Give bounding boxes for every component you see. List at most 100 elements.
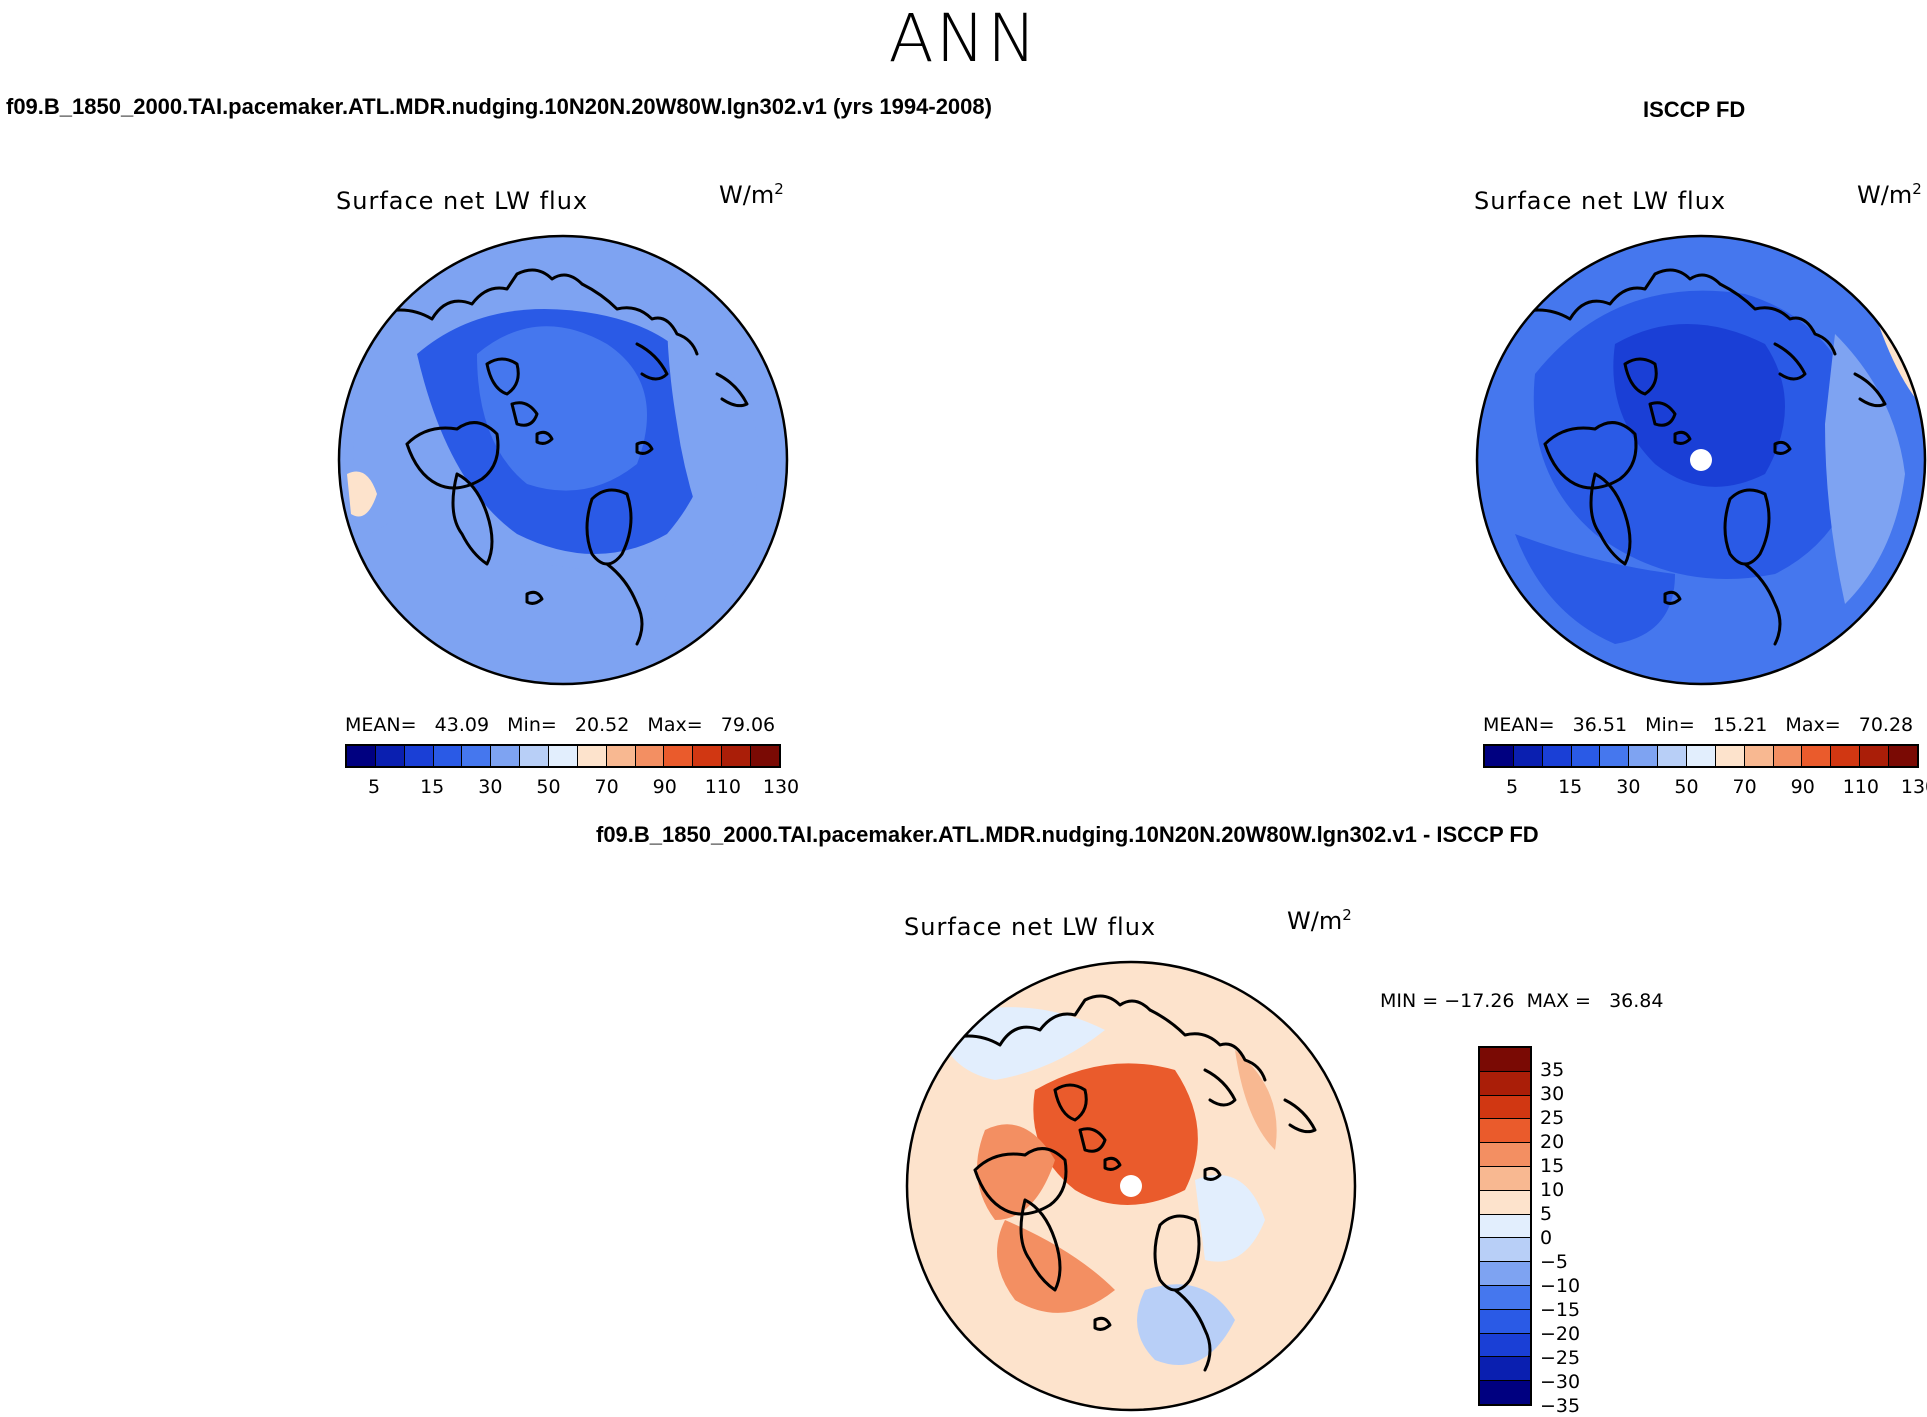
colorbar-swatch: [1571, 746, 1601, 766]
coastline: [585, 488, 633, 566]
colorbar-swatch: [693, 746, 723, 766]
map-contour-region: [997, 1220, 1115, 1313]
coastline: [1173, 1288, 1212, 1372]
map-contour-region: [935, 1007, 1105, 1080]
colorbar-swatch: [1480, 1238, 1530, 1263]
map-contour-region: [487, 564, 667, 664]
diff-variable-title: Surface net LW flux: [904, 913, 1157, 941]
colorbar-swatch: [1480, 1333, 1530, 1358]
coastline: [1773, 342, 1807, 381]
coastline: [1203, 1166, 1222, 1181]
map-contour-region: [667, 314, 759, 564]
map-field: [907, 962, 1355, 1410]
colorbar-swatch: [1480, 1048, 1530, 1072]
map-boundary: [337, 234, 789, 686]
colorbar-swatch: [433, 746, 463, 766]
diff-colorbar-ticks: 35 30 25 20 15 10 5 0 −5 −10 −15 −20 −25 −30 −35: [1540, 1046, 1600, 1417]
model-variable-title: Surface net LW flux: [336, 187, 589, 215]
colorbar-tick-label: 30: [1616, 776, 1641, 798]
map-contour-region: [1235, 1050, 1277, 1150]
coastline: [1663, 590, 1682, 605]
colorbar-swatch: [1744, 746, 1774, 766]
colorbar-tick-label: 15: [1540, 1155, 1565, 1177]
colorbar-tick-label: 30: [1540, 1083, 1565, 1105]
map-boundary: [1475, 234, 1927, 686]
colorbar-swatch: [1860, 746, 1890, 766]
coastline: [1148, 1008, 1267, 1082]
colorbar-swatch: [1658, 746, 1688, 766]
colorbar-tick-label: −25: [1540, 1347, 1581, 1369]
map-contour-region: [477, 326, 647, 491]
coastline: [1673, 430, 1692, 445]
colorbar-swatch: [1831, 746, 1861, 766]
coastline: [451, 472, 494, 566]
colorbar-swatch: [1480, 1166, 1530, 1191]
colorbar-tick-label: 90: [652, 776, 677, 798]
colorbar-swatch: [1480, 1071, 1530, 1096]
coastline: [1203, 1068, 1237, 1107]
colorbar-swatch: [1542, 746, 1572, 766]
obs-colorbar-ticks: 5 15 30 50 70 90 110 130: [1483, 776, 1927, 800]
colorbar-swatch: [1480, 1214, 1530, 1239]
diff-polar-map: [905, 960, 1357, 1412]
map-contour-region: [347, 471, 377, 517]
colorbar-tick-label: 70: [594, 776, 619, 798]
map-contour-region: [1875, 314, 1920, 404]
obs-polar-map: [1475, 234, 1927, 686]
colorbar-tick-label: 15: [1558, 776, 1583, 798]
diff-colorbar: [1478, 1046, 1532, 1406]
colorbar-tick-label: 5: [368, 776, 381, 798]
coastline: [1078, 1127, 1107, 1153]
coastline: [1648, 401, 1677, 427]
map-contour-region: [1033, 1063, 1198, 1205]
pole-mask: [1690, 449, 1712, 471]
coastline: [943, 994, 1152, 1047]
coastline: [1743, 562, 1782, 646]
coastline: [1589, 472, 1632, 566]
colorbar-swatch: [491, 746, 521, 766]
coastline: [973, 1147, 1068, 1216]
coastline: [605, 562, 644, 646]
coastline: [1283, 1098, 1317, 1134]
colorbar-tick-label: 25: [1540, 1107, 1565, 1129]
map-field: [1477, 236, 1925, 684]
colorbar-swatch: [1480, 1095, 1530, 1120]
coastline: [375, 268, 584, 321]
colorbar-tick-label: 70: [1732, 776, 1757, 798]
diff-stats: MIN = −17.26 MAX = 36.84: [1380, 990, 1664, 1012]
map-field: [339, 236, 787, 684]
coastline: [1153, 1214, 1201, 1292]
map-contour-region: [1195, 1175, 1265, 1262]
model-polar-map: [337, 234, 789, 686]
colorbar-swatch: [1480, 1285, 1530, 1310]
colorbar-swatch: [635, 746, 665, 766]
colorbar-tick-label: −30: [1540, 1371, 1581, 1393]
coastline: [485, 357, 520, 396]
coastline: [510, 401, 539, 427]
colorbar-tick-label: 20: [1540, 1131, 1565, 1153]
map-contour-region: [1825, 334, 1905, 604]
colorbar-swatch: [1687, 746, 1716, 766]
obs-case-title: ISCCP FD: [1643, 97, 1746, 122]
colorbar-tick-label: 90: [1790, 776, 1815, 798]
colorbar-tick-label: 110: [704, 776, 741, 798]
colorbar-tick-label: −15: [1540, 1299, 1581, 1321]
diff-units: W/m2: [1287, 906, 1352, 935]
coastline: [525, 590, 544, 605]
colorbar-tick-label: 30: [478, 776, 503, 798]
colorbar-swatch: [1513, 746, 1543, 766]
plot-main-title: ANN: [888, 0, 1039, 77]
coastline: [635, 342, 669, 381]
colorbar-swatch: [577, 746, 607, 766]
colorbar-swatch: [520, 746, 550, 766]
pole-mask: [1120, 1175, 1142, 1197]
colorbar-tick-label: 15: [420, 776, 445, 798]
coastline: [1623, 357, 1658, 396]
model-stats: MEAN= 43.09 Min= 20.52 Max= 79.06: [345, 714, 776, 736]
colorbar-tick-label: 50: [536, 776, 561, 798]
map-boundary: [905, 960, 1357, 1412]
colorbar-tick-label: 5: [1506, 776, 1519, 798]
coastline: [1543, 421, 1638, 490]
colorbar-swatch: [1715, 746, 1745, 766]
colorbar-tick-label: 110: [1842, 776, 1879, 798]
